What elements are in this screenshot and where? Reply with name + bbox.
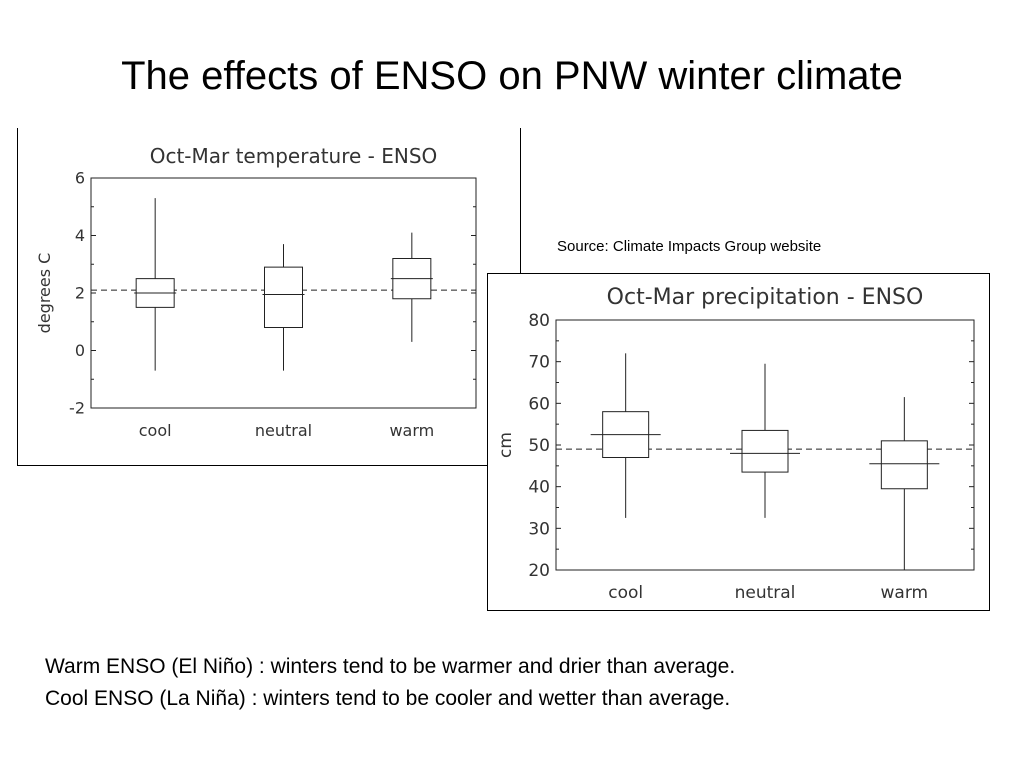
y-tick-label: 4 [75, 226, 85, 245]
precipitation-chart-panel: Oct-Mar precipitation - ENSO 20 30 40 50 60 70… [487, 273, 990, 611]
x-category-label: neutral [255, 421, 312, 440]
y-axis-label: degrees C [35, 253, 54, 334]
y-tick-label: 70 [528, 353, 550, 373]
x-category-label: cool [139, 421, 172, 440]
temperature-boxplot: Oct-Mar temperature - ENSO -2 0 2 4 6 degrees … [35, 144, 477, 440]
box-neutral [262, 244, 305, 371]
interquartile-box [741, 429, 789, 473]
y-tick-label: 30 [528, 519, 550, 539]
y-axis-label: cm [496, 432, 516, 458]
chart-title: Oct-Mar precipitation - ENSO [607, 285, 924, 310]
box-cool [590, 353, 661, 518]
x-category-label: cool [608, 583, 643, 603]
slide-title: The effects of ENSO on PNW winter climat… [121, 54, 903, 98]
y-tick-label: 40 [528, 478, 550, 498]
x-category-label: warm [389, 421, 434, 440]
box-cool [134, 198, 177, 371]
interquartile-box [880, 440, 928, 490]
y-tick-label: 50 [528, 436, 550, 456]
box-warm [390, 232, 433, 342]
y-tick-label: 80 [528, 311, 550, 331]
chart-title: Oct-Mar temperature - ENSO [150, 144, 438, 168]
x-category-label: warm [881, 583, 929, 603]
caption: Warm ENSO (El Niño) : winters tend to be… [45, 651, 735, 715]
y-tick-label: 20 [528, 561, 550, 581]
temperature-chart-panel: Oct-Mar temperature - ENSO -2 0 2 4 6 degrees … [17, 128, 521, 466]
x-category-label: neutral [735, 583, 796, 603]
interquartile-box [264, 266, 303, 328]
box-warm [869, 397, 940, 570]
y-tick-label: -2 [69, 399, 85, 418]
y-tick-label: 2 [75, 284, 85, 303]
source-note: Source: Climate Impacts Group website [557, 238, 822, 255]
y-tick-label: 6 [75, 169, 85, 188]
caption-warm-enso: Warm ENSO (El Niño) : winters tend to be… [45, 655, 736, 678]
y-tick-label: 60 [528, 394, 550, 414]
precipitation-boxplot: Oct-Mar precipitation - ENSO 20 30 40 50 60 70… [496, 285, 975, 603]
y-tick-label: 0 [75, 341, 85, 360]
box-neutral [730, 363, 800, 518]
caption-cool-enso: Cool ENSO (La Niña) : winters tend to be… [45, 687, 731, 710]
